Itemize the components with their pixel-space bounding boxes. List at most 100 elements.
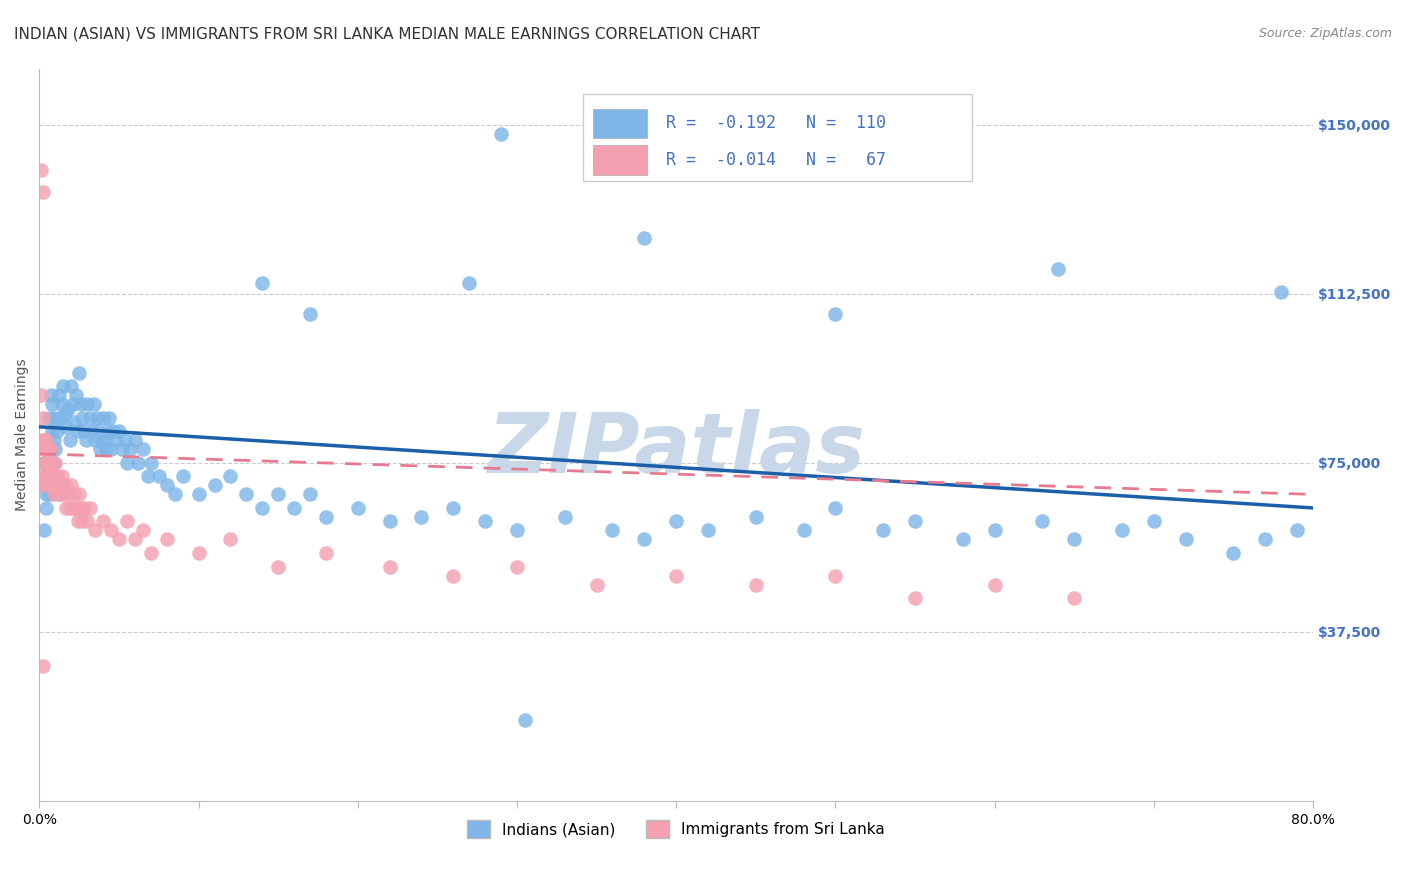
Point <box>79 500 101 515</box>
Point <box>120 442 142 457</box>
Point <box>127 456 149 470</box>
Point <box>1143 515 1166 529</box>
Point <box>69 500 91 515</box>
Point <box>53 406 76 420</box>
Point <box>59 500 82 515</box>
Point <box>41 478 63 492</box>
Point <box>633 230 655 244</box>
Point <box>37 442 59 457</box>
Point <box>52 379 75 393</box>
FancyBboxPatch shape <box>593 109 647 138</box>
Point <box>42 456 65 470</box>
Point <box>1031 515 1053 529</box>
Point <box>86 410 108 425</box>
Point <box>139 456 162 470</box>
Point <box>56 487 79 501</box>
Point <box>299 487 322 501</box>
FancyBboxPatch shape <box>583 95 972 180</box>
Point <box>983 524 1005 538</box>
Point <box>51 397 73 411</box>
Point <box>72 410 94 425</box>
Point <box>42 469 65 483</box>
Point <box>115 456 138 470</box>
Point <box>554 510 576 524</box>
Point <box>31 456 53 470</box>
Legend: Indians (Asian), Immigrants from Sri Lanka: Indians (Asian), Immigrants from Sri Lan… <box>461 814 891 845</box>
Point <box>39 442 62 457</box>
Point <box>84 524 107 538</box>
Point <box>44 442 66 457</box>
Point <box>72 515 94 529</box>
Point <box>32 434 55 448</box>
Point <box>100 442 122 457</box>
Point <box>41 456 63 470</box>
Point <box>38 487 60 501</box>
Point <box>98 410 121 425</box>
FancyBboxPatch shape <box>593 145 647 175</box>
Point <box>315 510 337 524</box>
Point <box>124 434 146 448</box>
Point <box>31 186 53 200</box>
Point <box>65 500 87 515</box>
Point <box>299 307 322 321</box>
Point <box>513 713 536 727</box>
Point <box>39 469 62 483</box>
Point <box>458 276 481 290</box>
Point <box>114 434 136 448</box>
Point <box>745 577 768 591</box>
Point <box>267 559 290 574</box>
Point <box>30 162 52 177</box>
Point <box>132 524 155 538</box>
Point <box>91 515 114 529</box>
Text: Source: ZipAtlas.com: Source: ZipAtlas.com <box>1258 27 1392 40</box>
Point <box>139 546 162 560</box>
Point <box>633 533 655 547</box>
Point <box>100 524 122 538</box>
Point <box>63 415 86 429</box>
Point <box>1063 533 1085 547</box>
Point <box>62 500 84 515</box>
Point <box>983 577 1005 591</box>
Point <box>506 559 529 574</box>
Point <box>30 388 52 402</box>
Point <box>97 425 120 439</box>
Point <box>904 515 927 529</box>
Point <box>63 487 86 501</box>
Point <box>283 500 305 515</box>
Y-axis label: Median Male Earnings: Median Male Earnings <box>15 359 30 511</box>
Point <box>62 397 84 411</box>
Point <box>132 442 155 457</box>
Point <box>90 434 112 448</box>
Point <box>59 434 82 448</box>
Point <box>204 478 226 492</box>
Point <box>60 379 83 393</box>
Point <box>41 397 63 411</box>
Point <box>156 533 179 547</box>
Point <box>665 515 688 529</box>
Point <box>35 442 58 457</box>
Point <box>80 425 103 439</box>
Point <box>49 478 72 492</box>
Point <box>66 515 89 529</box>
Point <box>315 546 337 560</box>
Point <box>148 469 170 483</box>
Point <box>83 397 105 411</box>
Point <box>48 388 70 402</box>
Point <box>32 524 55 538</box>
Point <box>1270 285 1292 299</box>
Point <box>585 577 607 591</box>
Point <box>101 425 124 439</box>
Point <box>124 533 146 547</box>
Point <box>441 500 464 515</box>
Point <box>44 410 66 425</box>
Point <box>1047 262 1070 277</box>
Point <box>48 487 70 501</box>
Point <box>42 478 65 492</box>
Point <box>87 425 110 439</box>
Point <box>79 410 101 425</box>
Point <box>872 524 894 538</box>
Point <box>31 442 53 457</box>
Point <box>1222 546 1244 560</box>
Point <box>75 434 97 448</box>
Point <box>38 456 60 470</box>
